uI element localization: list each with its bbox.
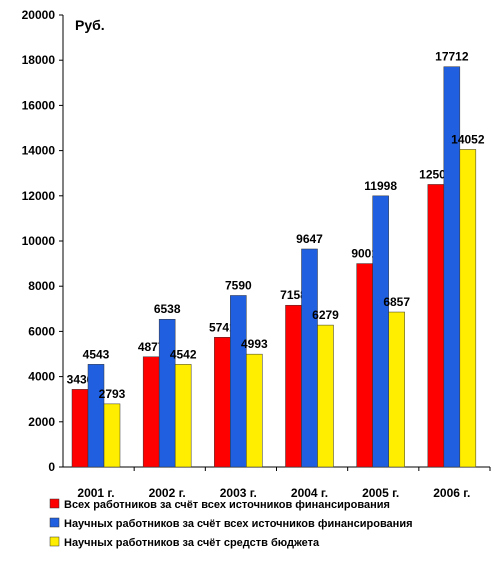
data-label: 9001 — [351, 247, 378, 261]
legend-swatch — [49, 517, 60, 528]
bar — [230, 295, 247, 468]
y-tick-label: 10000 — [22, 234, 56, 248]
data-label: 5741 — [209, 320, 236, 334]
bar — [158, 318, 176, 468]
bar — [142, 356, 160, 468]
y-tick-label: 14000 — [22, 144, 56, 158]
bar — [285, 304, 302, 468]
data-label: 4542 — [170, 347, 197, 361]
y-tick-label: 8000 — [28, 279, 55, 293]
legend-label: Научных работников за счёт средств бюдже… — [64, 537, 320, 549]
bar — [103, 403, 121, 468]
data-label: 6538 — [154, 302, 181, 316]
y-tick-label: 20000 — [22, 8, 56, 22]
data-label: 4877 — [138, 340, 165, 354]
data-label: 6857 — [383, 295, 410, 309]
y-tick-label: 0 — [48, 460, 55, 474]
data-label: 4543 — [83, 347, 110, 361]
bar — [388, 311, 405, 468]
bar — [174, 364, 192, 468]
data-label: 2793 — [99, 387, 126, 401]
bar — [356, 263, 373, 468]
x-tick-label: 2004 г. — [291, 486, 328, 500]
x-tick-label: 2002 г. — [149, 486, 186, 500]
x-tick-label: 2003 г. — [220, 486, 257, 500]
bar — [443, 66, 461, 468]
y-tick-label: 6000 — [28, 324, 55, 338]
y-tick-label: 16000 — [22, 98, 56, 112]
legend-swatch — [49, 498, 60, 509]
y-tick-label: 4000 — [28, 370, 55, 384]
bar — [459, 149, 477, 468]
x-tick-label: 2005 г. — [362, 486, 399, 500]
y-tick-label: 18000 — [22, 53, 56, 67]
x-tick-label: 2006 г. — [433, 486, 470, 500]
data-label: 4993 — [241, 337, 268, 351]
data-label: 3436 — [67, 372, 94, 386]
data-label: 14052 — [451, 132, 485, 146]
data-label: 7590 — [225, 278, 252, 292]
data-label: 7158 — [280, 288, 307, 302]
bar — [71, 389, 89, 468]
data-label: 17712 — [435, 50, 469, 64]
legend-label: Научных работников за счёт всех источник… — [64, 518, 413, 530]
legend-label: Всех работников за счёт всех источников … — [64, 499, 390, 511]
bar — [372, 195, 389, 468]
bar — [427, 184, 445, 468]
y-tick-label: 2000 — [28, 415, 55, 429]
data-label: 6279 — [312, 308, 339, 322]
bar — [301, 248, 318, 468]
bar — [317, 324, 334, 468]
x-tick-label: 2001 г. — [77, 486, 114, 500]
legend-swatch — [49, 536, 60, 547]
data-label: 11998 — [364, 179, 397, 193]
bar — [87, 364, 105, 468]
bar — [214, 337, 231, 468]
unit-label: Руб. — [75, 17, 105, 33]
bar — [246, 353, 263, 468]
data-label: 9647 — [296, 232, 323, 246]
y-tick-label: 12000 — [22, 189, 56, 203]
